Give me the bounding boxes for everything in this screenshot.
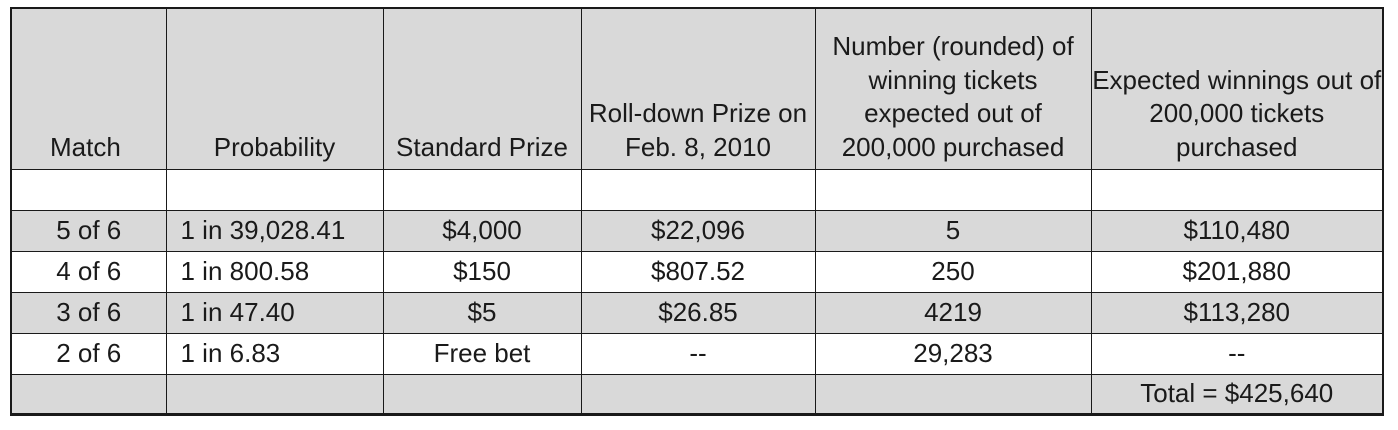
header-number-winning-tickets: Number (rounded) of winning tickets expe…	[814, 7, 1092, 170]
lottery-expected-winnings-table: Match Probability Standard Prize Roll-do…	[10, 7, 1384, 416]
spacer-cell	[382, 169, 582, 211]
cell-probability: 1 in 47.40	[165, 292, 384, 334]
total-value: Total = $425,640	[1090, 374, 1384, 415]
cell-probability: 1 in 800.58	[165, 251, 384, 293]
cell-standard-prize: $150	[382, 251, 582, 293]
total-empty-cell	[382, 374, 582, 415]
table-row: 3 of 6 1 in 47.40 $5 $26.85 4219 $113,28…	[10, 292, 1384, 334]
header-match: Match	[10, 7, 167, 170]
total-empty-cell	[10, 374, 167, 415]
table-row: 4 of 6 1 in 800.58 $150 $807.52 250 $201…	[10, 251, 1384, 293]
cell-rolldown-prize: $26.85	[580, 292, 816, 334]
header-rolldown-prize: Roll-down Prize on Feb. 8, 2010	[580, 7, 816, 170]
cell-rolldown-prize: $22,096	[580, 210, 816, 252]
header-standard-prize: Standard Prize	[382, 7, 582, 170]
cell-number-winning: 250	[814, 251, 1092, 293]
spacer-cell	[10, 169, 167, 211]
spacer-cell	[580, 169, 816, 211]
cell-expected-winnings: $201,880	[1090, 251, 1384, 293]
cell-match: 4 of 6	[10, 251, 167, 293]
cell-number-winning: 29,283	[814, 333, 1092, 375]
cell-standard-prize: $4,000	[382, 210, 582, 252]
table-row: 2 of 6 1 in 6.83 Free bet -- 29,283 --	[10, 333, 1384, 375]
cell-number-winning: 5	[814, 210, 1092, 252]
total-empty-cell	[814, 374, 1092, 415]
cell-match: 2 of 6	[10, 333, 167, 375]
spacer-cell	[814, 169, 1092, 211]
cell-standard-prize: Free bet	[382, 333, 582, 375]
cell-probability: 1 in 39,028.41	[165, 210, 384, 252]
cell-number-winning: 4219	[814, 292, 1092, 334]
cell-match: 3 of 6	[10, 292, 167, 334]
cell-standard-prize: $5	[382, 292, 582, 334]
table-row: 5 of 6 1 in 39,028.41 $4,000 $22,096 5 $…	[10, 210, 1384, 252]
total-empty-cell	[165, 374, 384, 415]
spacer-row	[10, 169, 1384, 211]
cell-probability: 1 in 6.83	[165, 333, 384, 375]
header-expected-winnings: Expected winnings out of 200,000 tickets…	[1090, 7, 1384, 170]
header-row: Match Probability Standard Prize Roll-do…	[10, 7, 1384, 170]
cell-match: 5 of 6	[10, 210, 167, 252]
spacer-cell	[165, 169, 384, 211]
cell-expected-winnings: $110,480	[1090, 210, 1384, 252]
cell-rolldown-prize: $807.52	[580, 251, 816, 293]
cell-rolldown-prize: --	[580, 333, 816, 375]
total-row: Total = $425,640	[10, 374, 1384, 415]
lottery-table-container: Match Probability Standard Prize Roll-do…	[10, 7, 1384, 416]
spacer-cell	[1090, 169, 1384, 211]
header-probability: Probability	[165, 7, 384, 170]
cell-expected-winnings: $113,280	[1090, 292, 1384, 334]
total-empty-cell	[580, 374, 816, 415]
cell-expected-winnings: --	[1090, 333, 1384, 375]
